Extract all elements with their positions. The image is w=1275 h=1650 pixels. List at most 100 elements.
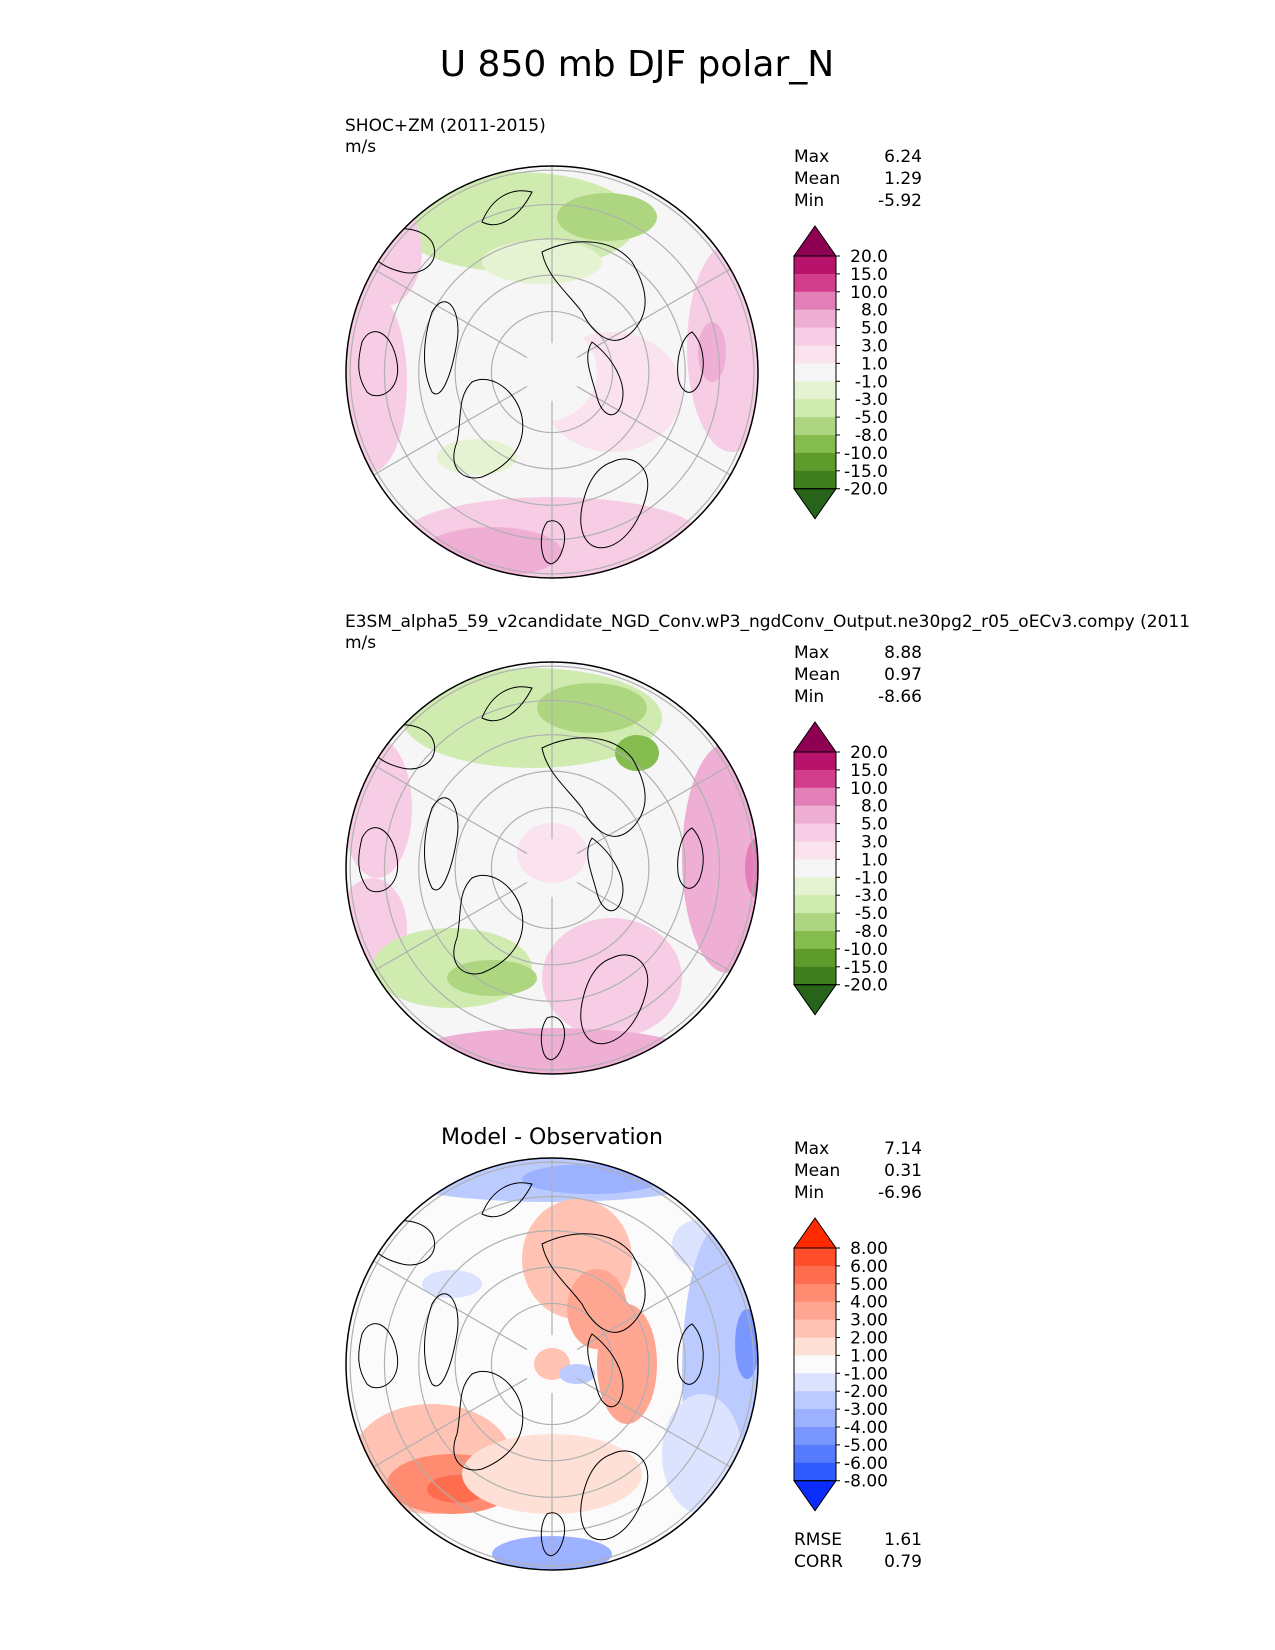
colorbar-tick-label: 8.00: [850, 1239, 888, 1259]
colorbar-segment: [794, 948, 836, 968]
contour-region: [735, 1309, 758, 1379]
contour-region: [662, 1394, 742, 1514]
metric-value: 0.79: [884, 1552, 922, 1572]
stats-difference: Max 7.14 Mean 0.31 Min -6.96: [794, 1139, 922, 1203]
colorbar-segment: [794, 752, 836, 771]
colorbar-tick-label: -3.00: [844, 1400, 888, 1420]
colorbar-segment: [794, 823, 836, 842]
coastline: [453, 379, 524, 479]
figure-title: U 850 mb DJF polar_N: [440, 44, 834, 85]
colorbar-tick-label: 1.0: [861, 850, 888, 870]
colorbar-tick-label: 10.0: [850, 283, 888, 303]
panel-reference: E3SM_alpha5_59_v2candidate_NGD_Conv.wP3_…: [345, 612, 1190, 1075]
colorbar-tick-label: -1.00: [844, 1364, 888, 1384]
colorbar-segment: [794, 1373, 836, 1392]
colorbar-frame: [793, 751, 837, 986]
stat-label: Mean: [794, 169, 840, 189]
colorbar-tick-label: 10.0: [850, 779, 888, 799]
colorbar-tick-label: -20.0: [844, 480, 888, 500]
colorbar-segment: [794, 1265, 836, 1285]
colorbar-tick-label: 2.00: [850, 1329, 888, 1349]
colorbar-tick-label: 4.00: [850, 1293, 888, 1313]
colorbar-segment: [794, 452, 836, 472]
colorbar-tick-label: 20.0: [850, 743, 888, 763]
colorbar-segment: [794, 345, 836, 364]
longitude-gridline: [373, 268, 528, 359]
stat-value: 0.97: [884, 665, 922, 685]
colorbar-tick-label: -3.0: [855, 886, 888, 906]
contour-region: [615, 735, 659, 771]
map-boundary: [345, 165, 759, 579]
colorbar-segment: [794, 435, 836, 454]
coastline: [540, 1016, 566, 1061]
stat-label: Max: [794, 147, 829, 167]
colorbar-tick-label: -5.0: [855, 408, 888, 428]
colorbar-test: 20.015.010.08.05.03.01.0-1.0-3.0-5.0-8.0…: [793, 225, 888, 520]
colorbar-segment: [794, 399, 836, 418]
colorbar-tick-label: 15.0: [850, 265, 888, 285]
colorbar-segment: [794, 363, 836, 382]
colorbar-segment: [794, 913, 836, 932]
contour-region: [482, 240, 602, 284]
contour-region: [542, 918, 682, 1038]
colorbar-tick-label: -8.0: [855, 922, 888, 942]
coastline: [541, 241, 646, 341]
panel-difference: Model - Observation Max 7.14 Mean 0.31 Min -6…: [345, 1125, 922, 1572]
colorbar-segment: [794, 1409, 836, 1428]
longitude-gridline: [576, 1377, 731, 1468]
colorbar-tick-label: 6.00: [850, 1257, 888, 1277]
colorbar-segment: [794, 841, 836, 860]
colorbar-tick-label: -10.0: [844, 940, 888, 960]
coastline: [587, 341, 624, 415]
colorbar-tick-label: 1.00: [850, 1346, 888, 1366]
longitude-gridline: [576, 881, 731, 972]
longitude-gridline: [373, 881, 528, 972]
stat-label: Mean: [794, 1161, 840, 1181]
colorbar-tick-label: 20.0: [850, 247, 888, 267]
coastline: [541, 1233, 646, 1333]
panel-2-title: E3SM_alpha5_59_v2candidate_NGD_Conv.wP3_…: [345, 612, 1190, 632]
stats-test: Max 6.24 Mean 1.29 Min -5.92: [794, 147, 922, 211]
coastline: [481, 686, 533, 722]
colorbar-segment: [794, 381, 836, 400]
contour-region: [557, 193, 657, 241]
coastline: [424, 301, 459, 395]
contour-region: [745, 838, 758, 898]
colorbar-tick-label: -5.00: [844, 1436, 888, 1456]
panel-1-units: m/s: [345, 137, 376, 157]
colorbar-tick-label: -4.00: [844, 1418, 888, 1438]
colorbar-extend-max: [793, 1217, 837, 1249]
stat-value: 8.88: [884, 643, 922, 663]
colorbar-tick-label: 3.0: [861, 833, 888, 853]
colorbar-extend-max: [793, 225, 837, 257]
colorbar-segment: [794, 327, 836, 346]
colorbar-segment: [794, 417, 836, 436]
colorbar-segment: [794, 1444, 836, 1464]
contour-region: [487, 322, 597, 422]
stat-value: 0.31: [884, 1161, 922, 1181]
colorbar-tick-label: -8.0: [855, 426, 888, 446]
metrics-difference: RMSE 1.61 CORR 0.79: [794, 1530, 922, 1572]
colorbar-tick-label: -8.00: [844, 1472, 888, 1492]
coastline: [677, 1323, 704, 1385]
colorbar-tick-label: -10.0: [844, 444, 888, 464]
polar-map-test: [345, 165, 759, 579]
stat-label: Min: [794, 1183, 824, 1203]
colorbar-segment: [794, 966, 836, 986]
metric-label: CORR: [794, 1552, 843, 1572]
longitude-gridline: [576, 764, 731, 855]
stat-label: Min: [794, 191, 824, 211]
coastline: [453, 1371, 524, 1471]
colorbar-extend-min: [793, 1480, 837, 1512]
colorbar-segment: [794, 895, 836, 914]
colorbar-segment: [794, 1337, 836, 1356]
longitude-gridline: [576, 268, 731, 359]
colorbar-tick-label: 15.0: [850, 761, 888, 781]
colorbar-tick-label: -20.0: [844, 976, 888, 996]
coastline: [677, 331, 704, 393]
colorbar-segment: [794, 309, 836, 329]
colorbar-difference: 8.006.005.004.003.002.001.00-1.00-2.00-3…: [793, 1217, 888, 1512]
colorbar-reference: 20.015.010.08.05.03.01.0-1.0-3.0-5.0-8.0…: [793, 721, 888, 1016]
